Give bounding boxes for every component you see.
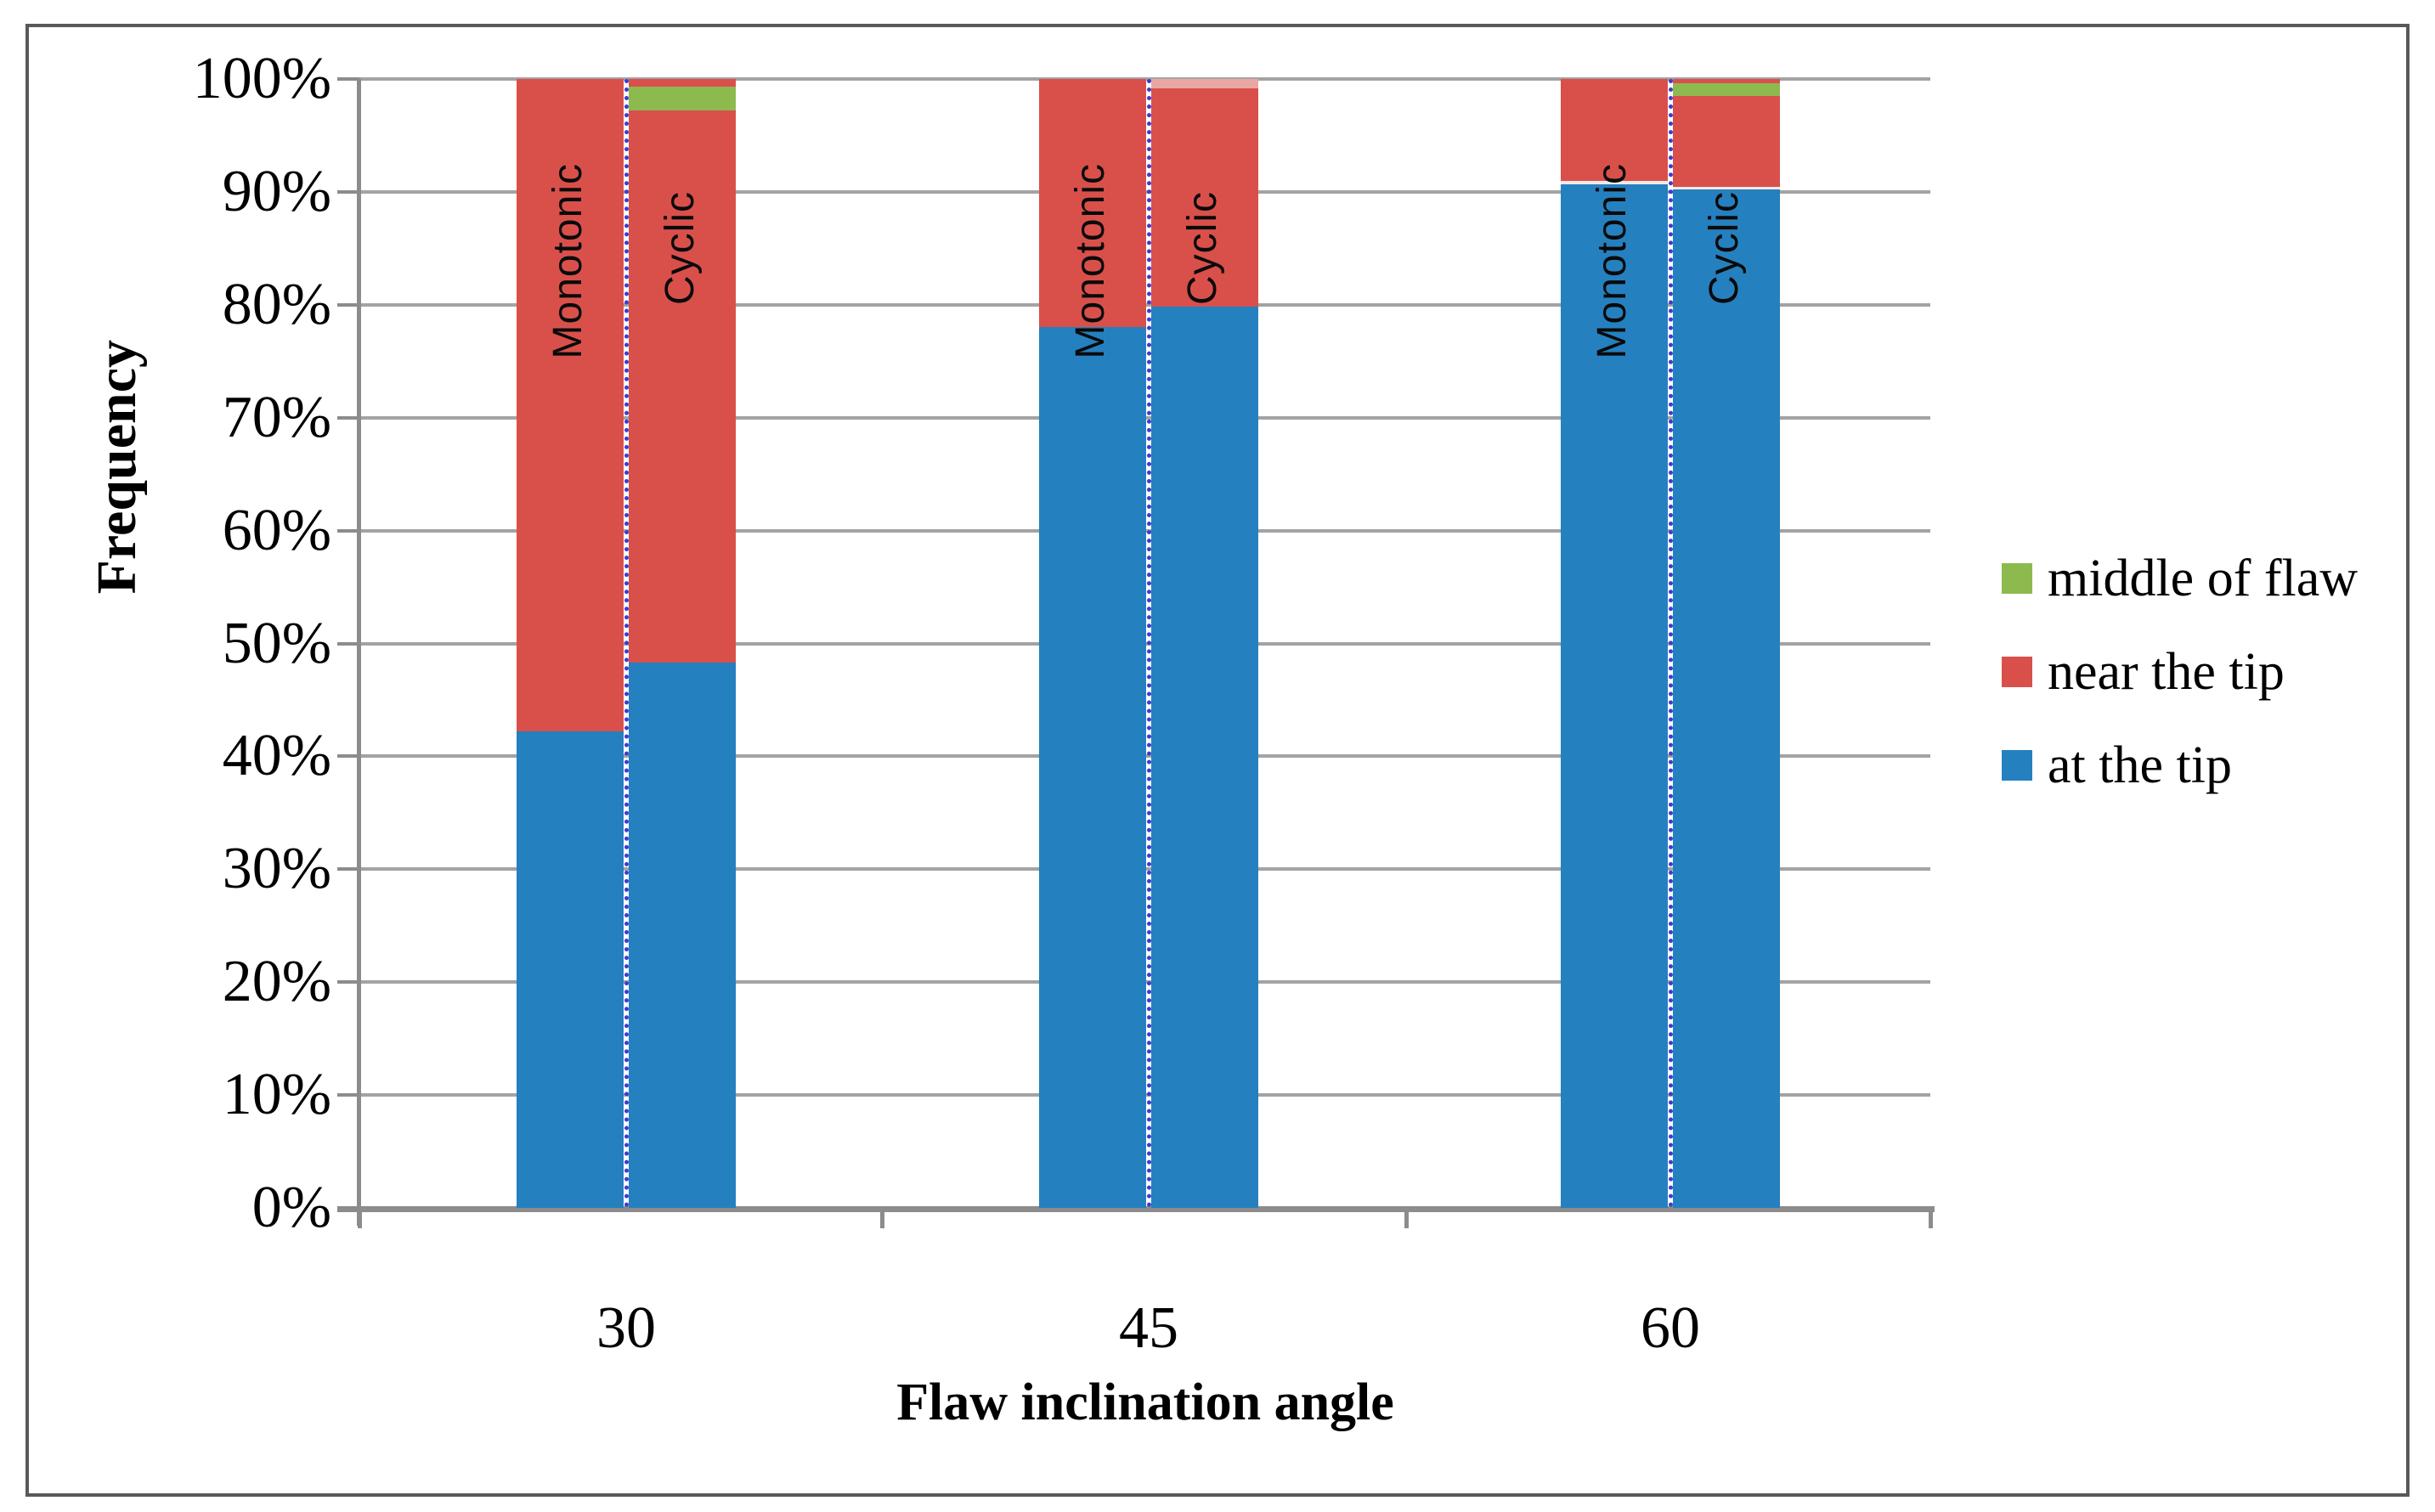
y-axis-tick <box>337 980 359 984</box>
bar-segment-near-the-tip <box>629 110 736 663</box>
y-axis-tick-label: 90% <box>222 158 331 224</box>
x-axis-tick-label: 30 <box>596 1295 656 1361</box>
y-axis-tick <box>337 1093 359 1097</box>
bar-segment-separator <box>1561 181 1668 184</box>
legend-item-at-the-tip: at the tip <box>2002 736 2358 795</box>
y-axis-tick <box>337 641 359 646</box>
bar-segment-near-the-tip-light <box>1151 79 1258 88</box>
legend-swatch-middle-of-flaw <box>2002 563 2032 594</box>
y-axis-title: Frequency <box>86 340 148 595</box>
x-axis-tick-label: 45 <box>1119 1295 1178 1361</box>
figure-border <box>25 24 2410 1497</box>
y-axis-tick <box>337 415 359 420</box>
legend-label: near the tip <box>2048 643 2285 701</box>
bar-segment-middle-of-flaw <box>1673 83 1780 96</box>
bar-segment-at-the-tip <box>1039 327 1146 1208</box>
legend-label: middle of flaw <box>2048 550 2359 607</box>
bar-segment-near-the-tip <box>1039 79 1146 328</box>
y-axis-tick-label: 60% <box>222 497 331 563</box>
bar-label: Cyclic <box>658 191 703 305</box>
y-axis-tick-label: 80% <box>222 271 331 337</box>
bar-segment-at-the-tip <box>1561 183 1668 1208</box>
y-axis-tick <box>337 302 359 307</box>
x-axis-title: Flaw inclination angle <box>896 1374 1394 1431</box>
bar-label: Cyclic <box>1702 191 1747 305</box>
y-axis-tick-label: 50% <box>222 610 331 676</box>
category-divider-line <box>1669 79 1673 1208</box>
bar-segment-middle-of-flaw <box>629 87 736 111</box>
y-axis-tick-label: 20% <box>222 949 331 1015</box>
legend-label: at the tip <box>2048 736 2232 794</box>
bar-segment-near-the-tip <box>1673 79 1780 84</box>
x-axis-tick-label: 60 <box>1641 1295 1700 1361</box>
y-axis-tick-label: 40% <box>222 723 331 789</box>
bar-segment-near-the-tip <box>1151 87 1258 307</box>
bar-label: Monotonic <box>1590 163 1635 359</box>
y-axis-tick <box>337 867 359 872</box>
y-axis-tick <box>337 77 359 81</box>
y-axis-tick <box>337 528 359 533</box>
legend-swatch-at-the-tip <box>2002 750 2032 781</box>
legend-item-middle-of-flaw: middle of flaw <box>2002 549 2358 608</box>
bar-label: Monotonic <box>1068 163 1113 359</box>
x-axis-tick <box>1404 1210 1409 1228</box>
y-axis-tick <box>337 189 359 194</box>
legend-item-near-the-tip: near the tip <box>2002 642 2358 702</box>
bar-segment-near-the-tip <box>629 79 736 87</box>
legend: middle of flaw near the tip at the tip <box>2002 549 2358 829</box>
x-axis-tick <box>880 1210 884 1228</box>
category-divider-line <box>624 79 629 1208</box>
bar-segment-at-the-tip <box>517 731 624 1208</box>
bar-segment-near-the-tip <box>1561 79 1668 182</box>
y-axis-tick-label: 100% <box>192 46 331 111</box>
y-axis-tick-label: 70% <box>222 384 331 450</box>
x-axis-tick <box>1929 1210 1933 1228</box>
bar-segment-at-the-tip <box>1673 189 1780 1208</box>
y-axis-tick <box>337 754 359 759</box>
category-divider-line <box>1147 79 1151 1208</box>
bar-label: Cyclic <box>1180 191 1225 305</box>
bar-label: Monotonic <box>545 163 590 359</box>
bar-segment-near-the-tip <box>1673 95 1780 187</box>
y-axis-tick-label: 0% <box>251 1175 331 1240</box>
bar-segment-separator <box>1673 186 1780 190</box>
x-axis-tick <box>358 1210 362 1228</box>
bar-segment-near-the-tip <box>517 79 624 732</box>
legend-swatch-near-the-tip <box>2002 657 2032 687</box>
bar-segment-at-the-tip <box>1151 307 1258 1208</box>
x-axis <box>337 1206 1935 1212</box>
bar-segment-at-the-tip <box>629 663 736 1208</box>
y-axis-tick-label: 10% <box>222 1062 331 1128</box>
y-axis-tick-label: 30% <box>222 836 331 902</box>
y-axis <box>357 79 361 1226</box>
